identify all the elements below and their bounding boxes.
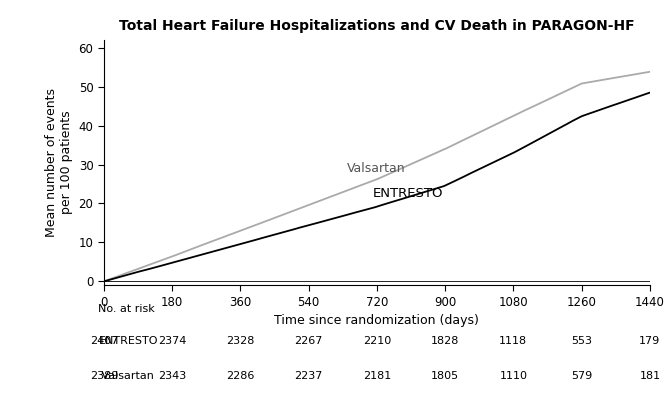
Text: 1805: 1805 xyxy=(431,371,459,381)
Text: 179: 179 xyxy=(639,336,661,346)
Text: 2407: 2407 xyxy=(90,336,118,346)
Text: Valsartan: Valsartan xyxy=(346,162,405,175)
Text: 579: 579 xyxy=(571,371,592,381)
Text: 1828: 1828 xyxy=(431,336,460,346)
Text: 2343: 2343 xyxy=(158,371,186,381)
Text: 2181: 2181 xyxy=(362,371,391,381)
Text: 2237: 2237 xyxy=(294,371,323,381)
Text: 2210: 2210 xyxy=(362,336,391,346)
Text: 1110: 1110 xyxy=(499,371,527,381)
Text: 1118: 1118 xyxy=(499,336,527,346)
X-axis label: Time since randomization (days): Time since randomization (days) xyxy=(275,314,479,327)
Title: Total Heart Failure Hospitalizations and CV Death in PARAGON-HF: Total Heart Failure Hospitalizations and… xyxy=(119,19,634,33)
Text: 2267: 2267 xyxy=(294,336,323,346)
Text: 553: 553 xyxy=(571,336,592,346)
Text: ENTRESTO: ENTRESTO xyxy=(98,336,158,346)
Text: 2328: 2328 xyxy=(226,336,255,346)
Text: No. at risk: No. at risk xyxy=(98,304,155,314)
Text: ENTRESTO: ENTRESTO xyxy=(373,187,444,200)
Text: 2389: 2389 xyxy=(90,371,118,381)
Text: 2374: 2374 xyxy=(158,336,186,346)
Text: 181: 181 xyxy=(639,371,661,381)
Text: Valsartan: Valsartan xyxy=(98,371,154,381)
Text: 2286: 2286 xyxy=(226,371,255,381)
Y-axis label: Mean number of events
per 100 patients: Mean number of events per 100 patients xyxy=(45,88,73,237)
